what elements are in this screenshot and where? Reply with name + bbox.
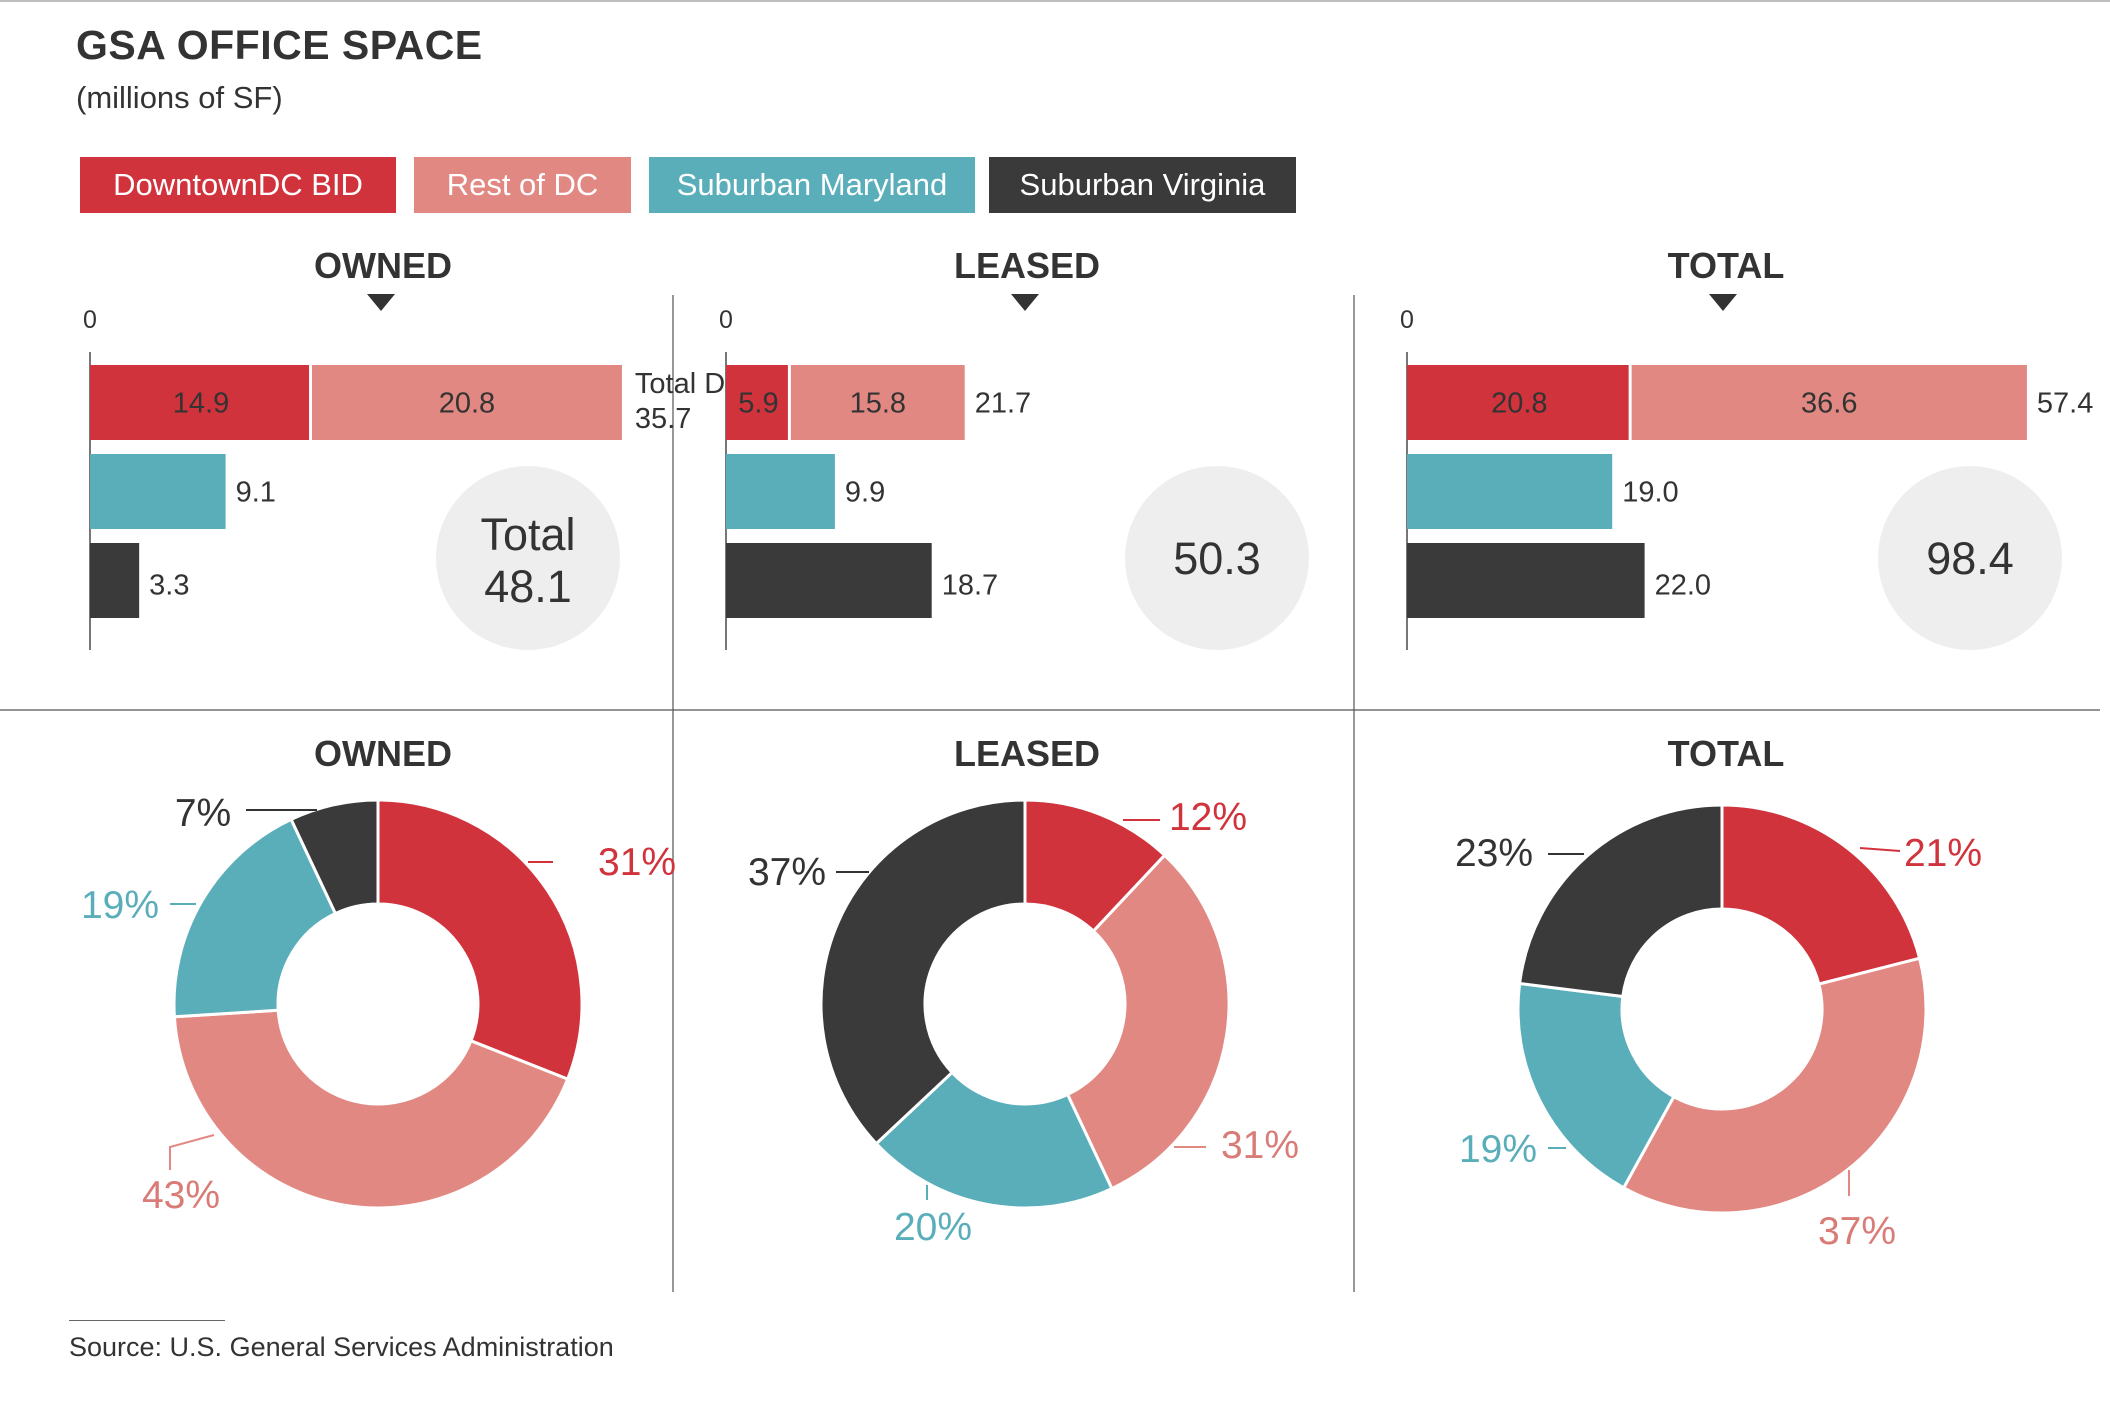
bar-rest-of-dc	[312, 365, 622, 440]
legend-item-suburban-maryland: Suburban Maryland	[649, 157, 975, 213]
bar-suburban-virginia	[90, 543, 140, 618]
bar-value-label: 20.8	[439, 388, 495, 420]
row-total-value: 9.1	[236, 477, 276, 509]
bar-panel-total: TOTAL 0 20.8 36.6 57.4 19.0 22.0 98.4	[1400, 245, 2093, 650]
bar-value-label: 14.9	[173, 388, 229, 420]
donut-pct-label: 43%	[142, 1174, 220, 1217]
total-circle-value: 98.4	[1926, 533, 2014, 584]
donut-pct-label: 37%	[748, 851, 826, 894]
bar-suburban-virginia	[726, 543, 932, 618]
axis-zero-label: 0	[1400, 306, 1414, 334]
donut-pct-label: 31%	[1221, 1124, 1299, 1167]
bar-value-label: 5.9	[738, 388, 778, 420]
down-arrow-icon	[1011, 294, 1039, 311]
row-total-value: 57.4	[2037, 388, 2093, 420]
donut-pct-label: 7%	[175, 792, 231, 835]
down-arrow-icon	[1709, 294, 1737, 311]
donut-slice-downtowndc-bid	[376, 798, 584, 1082]
total-circle-caption: Total	[480, 509, 575, 560]
donut-pct-label: 20%	[894, 1206, 972, 1249]
donut-pct-label: 37%	[1818, 1210, 1896, 1253]
bar-suburban-maryland	[90, 454, 226, 529]
donut-slice-rest-of-dc	[172, 1008, 570, 1210]
bar-panel-title: OWNED	[314, 245, 452, 286]
chart-title: GSA OFFICE SPACE	[76, 22, 483, 68]
donut-pct-label: 31%	[598, 841, 676, 884]
donut-slice-rest-of-dc	[1621, 956, 1928, 1215]
donut-slice-downtowndc-bid	[1720, 803, 1922, 986]
bar-value-label: 15.8	[850, 388, 906, 420]
legend-item-suburban-virginia: Suburban Virginia	[989, 157, 1296, 213]
donut-slice-suburban-maryland	[1516, 981, 1676, 1190]
bar-downtowndc-bid	[90, 365, 310, 440]
row-total-value: 18.7	[942, 570, 998, 602]
bar-value-label: 36.6	[1801, 388, 1857, 420]
donut-slice-suburban-maryland	[874, 1070, 1114, 1210]
bar-value-label: 20.8	[1491, 388, 1547, 420]
source-note: Source: U.S. General Services Administra…	[69, 1332, 614, 1362]
bar-downtowndc-bid	[1407, 365, 1629, 440]
total-circle	[436, 466, 620, 650]
axis-zero-label: 0	[83, 306, 97, 334]
donut-panel-title: TOTAL	[1668, 733, 1785, 774]
source-rule	[69, 1320, 225, 1321]
bar-suburban-virginia	[1407, 543, 1645, 618]
donut-slice-suburban-maryland	[172, 817, 338, 1019]
donut-pct-label: 21%	[1904, 832, 1982, 875]
donut-pct-label: 23%	[1455, 832, 1533, 875]
bar-downtowndc-bid	[726, 365, 788, 440]
chart-subtitle: (millions of SF)	[76, 80, 283, 115]
donut-panel-title: LEASED	[954, 733, 1100, 774]
donut-panel-leased: LEASED 12% 31% 20% 37%	[748, 733, 1299, 1249]
down-arrow-icon	[367, 294, 395, 311]
donut-pct-label: 12%	[1169, 796, 1247, 839]
bar-rest-of-dc	[790, 365, 965, 440]
row-total-value: 3.3	[149, 570, 189, 602]
bar-suburban-maryland	[1407, 454, 1613, 529]
legend-item-downtowndc-bid: DowntownDC BID	[80, 157, 396, 213]
bar-panel-title: TOTAL	[1668, 245, 1785, 286]
donut-panel-owned: OWNED 31% 43% 19% 7%	[81, 733, 676, 1217]
row-total-value: 19.0	[1622, 477, 1678, 509]
top-rule	[0, 0, 2110, 2]
total-circle	[1878, 466, 2062, 650]
bar-panel-leased: LEASED 0 5.9 15.8 21.7 9.9 18.7 50.3	[719, 245, 1309, 650]
donut-slice-suburban-virginia	[819, 798, 1027, 1146]
total-circle	[1125, 466, 1309, 650]
row-total-value: 35.7	[635, 403, 691, 435]
bar-suburban-maryland	[726, 454, 835, 529]
row-total-value: 21.7	[975, 388, 1031, 420]
donut-pct-label: 19%	[1459, 1128, 1537, 1171]
axis-zero-label: 0	[719, 306, 733, 334]
row-total-value: 22.0	[1655, 570, 1711, 602]
leader-line	[1859, 847, 1901, 852]
total-circle-value: 50.3	[1173, 533, 1261, 584]
legend-item-rest-of-dc: Rest of DC	[414, 157, 631, 213]
row-total-value: 9.9	[845, 477, 885, 509]
donut-panel-total: TOTAL 21% 37% 19% 23%	[1455, 733, 1982, 1253]
bar-panel-title: LEASED	[954, 245, 1100, 286]
donut-slice-rest-of-dc	[1065, 853, 1231, 1191]
bar-rest-of-dc	[1631, 365, 2027, 440]
donut-pct-label: 19%	[81, 884, 159, 927]
donut-panel-title: OWNED	[314, 733, 452, 774]
total-circle-value: 48.1	[484, 561, 572, 612]
leader-line	[169, 1134, 215, 1170]
donut-slice-suburban-virginia	[1517, 803, 1724, 999]
